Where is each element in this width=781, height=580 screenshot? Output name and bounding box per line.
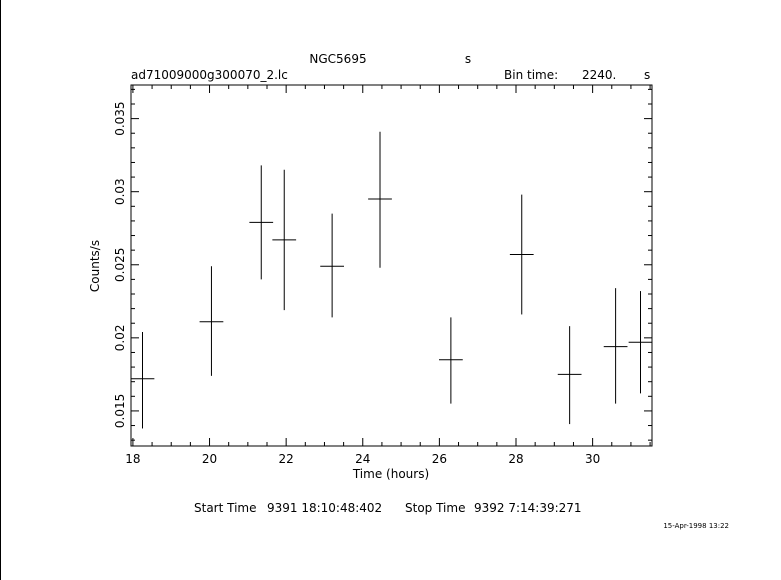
x-tick-label: 24 [355,452,370,466]
x-tick-label: 30 [585,452,600,466]
plot-frame [130,84,653,447]
x-tick-label: 20 [202,452,217,466]
data-point [320,213,344,318]
x-tick-label: 26 [432,452,447,466]
data-point [249,165,274,280]
bin-time-label: Bin time: [504,68,558,82]
bin-time-unit: s [644,68,650,82]
data-point [628,291,652,394]
object-unit: s [465,52,471,66]
stop-time-label: Stop Time [405,501,465,515]
bin-time-value: 2240. [582,68,616,82]
data-point [439,317,463,404]
data-point [368,131,392,268]
object-name: NGC5695 [309,52,366,66]
y-tick-label: 0.015 [113,394,127,428]
data-point [557,326,582,425]
data-point [272,169,297,311]
axis-ticks [131,85,652,446]
file-name: ad71009000g300070_2.lc [131,68,288,82]
y-tick-label: 0.025 [113,248,127,282]
x-tick-label: 18 [125,452,140,466]
x-tick-label: 28 [508,452,523,466]
stop-time-value: 9392 7:14:39:271 [474,501,582,515]
data-point [603,288,628,404]
y-tick-label: 0.035 [113,101,127,135]
date-stamp: 15-Apr-1998 13:22 [663,522,729,530]
x-axis-label: Time (hours) [352,467,429,481]
data-points [131,131,652,429]
start-time-value: 9391 18:10:48:402 [267,501,382,515]
y-axis-label: Counts/s [88,240,102,292]
start-time-label: Start Time [194,501,257,515]
data-point [131,332,155,429]
tick-labels: 18 20 22 24 26 28 30 0.015 0.02 0.025 0.03 0.035 [113,101,600,466]
y-tick-label: 0.03 [113,178,127,205]
x-tick-label: 22 [279,452,294,466]
data-point [199,266,224,376]
data-point [509,194,534,315]
window-edge [0,0,1,580]
y-tick-label: 0.02 [113,324,127,351]
